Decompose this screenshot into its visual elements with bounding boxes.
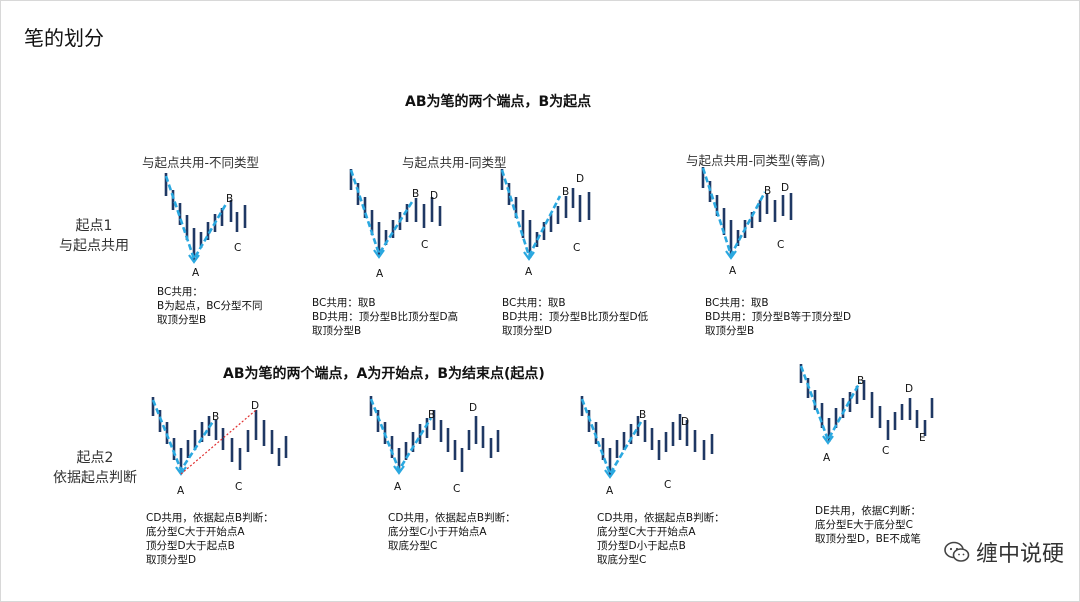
note-1: BC共用： B为起点，BC分型不同 取顶分型B [157,286,263,326]
point-label-d: D [905,383,913,395]
section2-row-label: 起点2 依据起点判断 [53,450,137,486]
point-label-d: D [469,402,477,414]
point-label-b: B [562,186,569,198]
arrow-head [725,250,737,260]
point-label-b: B [412,188,419,200]
point-label-d: D [430,190,438,202]
point-label-a: A [394,481,402,493]
point-label-d: D [781,182,789,194]
point-label-b: B [857,375,864,387]
stroke-line [151,399,216,473]
point-label-e: E [919,432,926,444]
note-7: CD共用，依据起点B判断： 底分型C大于开始点A 顶分型D小于起点B 取底分型C [597,512,725,566]
point-label-c: C [777,239,784,251]
note-4: BC共用：取B BD共用：顶分型B等于顶分型D 取顶分型B [705,297,852,337]
point-label-c: C [453,483,460,495]
arrow-head [604,469,616,479]
point-label-b: B [428,409,435,421]
point-label-c: C [421,239,428,251]
point-label-c: C [235,481,242,493]
point-label-b: B [639,409,646,421]
stroke-line [349,169,414,258]
arrow-head [822,435,834,445]
note-3: BC共用：取B BD共用：顶分型B比顶分型D低 取顶分型D [502,297,649,337]
point-label-d: D [576,173,584,185]
point-label-d: D [681,416,689,428]
caption-same-type: 与起点共用-同类型 [402,155,507,170]
caption-different-type: 与起点共用-不同类型 [142,155,260,170]
point-label-a: A [376,268,384,280]
section1-heading: AB为笔的两个端点，B为起点 [405,94,592,110]
stroke-line [580,398,643,477]
stroke-line [164,175,228,263]
point-label-a: A [177,485,185,497]
note-8: DE共用，依据C判断： 底分型E大于底分型C 取顶分型D，BE不成笔 [815,505,922,545]
arrow-head [373,249,385,259]
point-label-c: C [882,445,889,457]
note-6: CD共用，依据起点B判断： 底分型C小于开始点A 取底分型C [388,512,516,552]
point-label-a: A [729,265,737,277]
note-5: CD共用，依据起点B判断： 底分型C大于开始点A 顶分型D大于起点B 取顶分型D [146,512,274,566]
point-label-a: A [823,452,831,464]
page-title: 笔的划分 [24,26,104,50]
stroke-line [701,167,767,259]
stroke-line [500,169,562,260]
arrow-head [188,254,200,264]
arrow-head [523,251,535,261]
point-label-b: B [226,193,233,205]
stroke-line [799,365,862,444]
watermark-text: 缠中说硬 [975,542,1064,567]
caption-same-type-equal: 与起点共用-同类型(等高) [686,153,826,168]
point-label-b: B [212,411,219,423]
section2-heading: AB为笔的两个端点，A为开始点，B为结束点(起点) [223,366,545,382]
dotted-connector [180,409,257,475]
wechat-icon [944,541,970,562]
point-label-a: A [192,267,200,279]
note-2: BC共用：取B BD共用：顶分型B比顶分型D高 取顶分型B [312,297,459,337]
point-label-d: D [251,400,259,412]
point-label-c: C [664,479,671,491]
arrow-head [393,465,405,475]
watermark: 缠中说硬 [944,536,1064,568]
point-label-c: C [573,242,580,254]
point-label-a: A [525,266,533,278]
stroke-line [369,398,433,473]
point-label-c: C [234,242,241,254]
section1-row-label: 起点1 与起点共用 [59,218,129,254]
point-label-a: A [606,485,614,497]
point-label-b: B [764,185,771,197]
